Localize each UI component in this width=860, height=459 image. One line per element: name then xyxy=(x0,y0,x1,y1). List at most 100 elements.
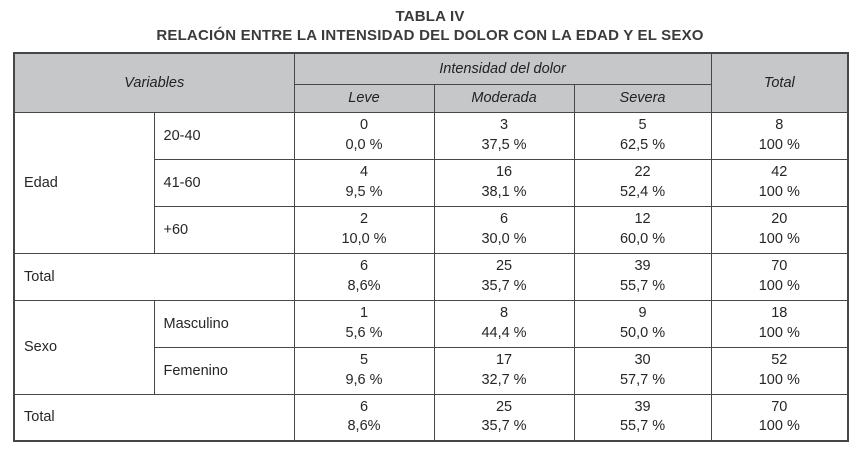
count-value: 8 xyxy=(499,305,509,321)
count-value: 5 xyxy=(359,352,369,368)
percent-value: 35,7 % xyxy=(481,418,527,435)
percent-value: 55,7 % xyxy=(619,418,666,435)
count-value: 4 xyxy=(359,164,369,180)
data-cell: 5 62,5 % xyxy=(573,111,712,160)
data-cell: 25 35,7 % xyxy=(433,393,575,442)
table-caption-block: TABLA IV RELACIÓN ENTRE LA INTENSIDAD DE… xyxy=(0,7,860,45)
count-value: 25 xyxy=(495,258,513,274)
count-value: 39 xyxy=(634,398,651,415)
data-cell: 6 30,0 % xyxy=(433,205,575,254)
count-value: 0 xyxy=(359,117,369,133)
table-title: TABLA IV xyxy=(395,8,465,25)
total-row-label: Total xyxy=(13,393,295,442)
data-cell: 16 38,1 % xyxy=(433,158,575,207)
results-table: Variables Intensidad del dolor Total Lev… xyxy=(13,52,850,442)
data-cell: 6 8,6% xyxy=(293,252,435,301)
count-value: 52 xyxy=(771,352,788,368)
percent-value: 50,0 % xyxy=(619,324,666,341)
percent-value: 60,0 % xyxy=(619,230,666,247)
data-cell: 1 5,6 % xyxy=(293,299,435,348)
row-label-cell: 20-40 xyxy=(153,111,295,160)
count-value: 6 xyxy=(499,211,509,227)
percent-value: 0,0 % xyxy=(345,136,383,153)
percent-value: 100 % xyxy=(758,183,800,200)
data-cell: 6 8,6% xyxy=(293,393,435,442)
table-row-edad-20-40: Edad 20-40 0 0,0 % 3 37,5 % 5 62,5 % 8 1… xyxy=(13,111,849,254)
data-cell: 39 55,7 % xyxy=(573,252,712,301)
data-cell: 9 50,0 % xyxy=(573,299,712,348)
percent-value: 30,0 % xyxy=(481,230,527,247)
row-label-cell: Masculino xyxy=(153,299,295,348)
data-cell: 25 35,7 % xyxy=(433,252,575,301)
data-cell: 42 100 % xyxy=(710,158,849,207)
count-value: 16 xyxy=(495,164,513,180)
percent-value: 100 % xyxy=(758,418,800,435)
percent-value: 37,5 % xyxy=(481,136,527,153)
data-cell: 52 100 % xyxy=(710,346,849,395)
percent-value: 8,6% xyxy=(347,277,381,294)
count-value: 5 xyxy=(638,117,647,133)
table-row-sexo-masculino: Sexo Masculino 1 5,6 % 8 44,4 % 9 50,0 %… xyxy=(13,299,849,395)
data-cell: 70 100 % xyxy=(710,252,849,301)
header-row-2: Leve Moderada Severa xyxy=(14,83,848,113)
count-value: 18 xyxy=(771,305,788,321)
count-value: 6 xyxy=(359,258,369,274)
data-cell: 8 100 % xyxy=(710,111,849,160)
total-row-label: Total xyxy=(13,252,295,301)
count-value: 22 xyxy=(634,164,651,180)
row-label-cell: Femenino xyxy=(153,346,295,395)
header-level-leve: Leve xyxy=(293,83,435,113)
row-label-cell: 41-60 xyxy=(153,158,295,207)
percent-value: 100 % xyxy=(758,136,800,153)
percent-value: 52,4 % xyxy=(619,183,666,200)
group-label-sexo: Sexo xyxy=(13,299,155,395)
percent-value: 9,5 % xyxy=(345,183,383,200)
percent-value: 35,7 % xyxy=(481,277,527,294)
percent-value: 9,6 % xyxy=(345,371,383,388)
data-cell: 30 57,7 % xyxy=(573,346,712,395)
row-label-cell: +60 xyxy=(153,205,295,254)
percent-value: 100 % xyxy=(758,277,800,294)
count-value: 70 xyxy=(771,398,788,415)
count-value: 17 xyxy=(495,352,513,368)
data-cell: 4 9,5 % xyxy=(293,158,435,207)
count-value: 70 xyxy=(771,258,788,274)
group-label-edad: Edad xyxy=(13,111,155,254)
table-row-total-edad: Total 6 8,6% 25 35,7 % 39 55,7 % 70 100 … xyxy=(13,252,849,301)
data-cell: 70 100 % xyxy=(710,393,849,442)
percent-value: 100 % xyxy=(758,371,800,388)
header-variables: Variables xyxy=(13,52,295,113)
data-cell: 2 10,0 % xyxy=(293,205,435,254)
table-subtitle: RELACIÓN ENTRE LA INTENSIDAD DEL DOLOR C… xyxy=(156,27,704,44)
data-cell: 12 60,0 % xyxy=(573,205,712,254)
count-value: 42 xyxy=(771,164,788,180)
count-value: 39 xyxy=(634,258,651,274)
header-intensity-group: Intensidad del dolor xyxy=(293,52,712,85)
percent-value: 38,1 % xyxy=(481,183,527,200)
percent-value: 100 % xyxy=(758,324,800,341)
table-row-edad-60plus: +60 2 10,0 % 6 30,0 % 12 60,0 % 20 100 % xyxy=(14,205,849,254)
percent-value: 5,6 % xyxy=(345,324,383,341)
count-value: 1 xyxy=(359,305,369,321)
data-cell: 5 9,6 % xyxy=(293,346,435,395)
data-cell: 3 37,5 % xyxy=(433,111,575,160)
count-value: 20 xyxy=(771,211,788,227)
data-cell: 17 32,7 % xyxy=(433,346,575,395)
percent-value: 8,6% xyxy=(347,418,381,435)
percent-value: 62,5 % xyxy=(619,136,666,153)
data-cell: 22 52,4 % xyxy=(573,158,712,207)
data-cell: 18 100 % xyxy=(710,299,849,348)
percent-value: 57,7 % xyxy=(619,371,666,388)
header-row-1: Variables Intensidad del dolor Total xyxy=(13,52,849,113)
header-total: Total xyxy=(710,52,849,113)
count-value: 9 xyxy=(638,305,647,321)
data-cell: 39 55,7 % xyxy=(573,393,712,442)
header-level-severa: Severa xyxy=(573,83,712,113)
percent-value: 32,7 % xyxy=(481,371,527,388)
data-cell: 8 44,4 % xyxy=(433,299,575,348)
count-value: 12 xyxy=(634,211,651,227)
count-value: 25 xyxy=(495,398,513,415)
percent-value: 44,4 % xyxy=(481,324,527,341)
data-cell: 0 0,0 % xyxy=(293,111,435,160)
percent-value: 10,0 % xyxy=(341,230,387,247)
